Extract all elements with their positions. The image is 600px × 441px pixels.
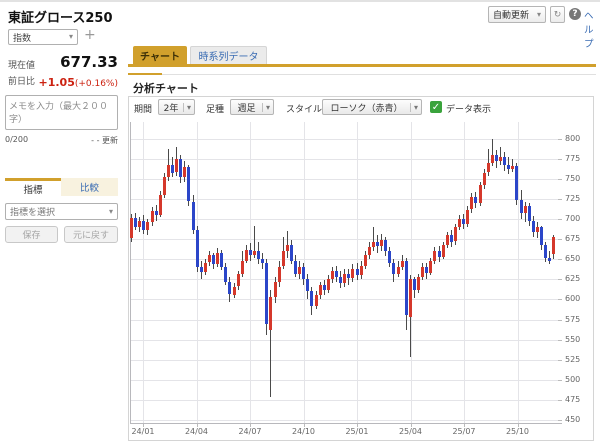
change-value: +1.05 (38, 76, 75, 89)
style-value: ローソク（赤青） (330, 103, 403, 114)
current-price-value: 677.33 (60, 53, 118, 71)
chevron-down-icon: ▾ (261, 102, 273, 112)
tab-underline (128, 64, 596, 67)
help-icon[interactable]: ? (569, 8, 581, 20)
interval-select[interactable]: 週足 ▾ (230, 99, 274, 115)
memo-input[interactable] (5, 95, 118, 130)
chevron-down-icon: ▾ (68, 32, 73, 41)
chevron-down-icon: ▾ (108, 206, 113, 216)
change-label: 前日比 (8, 77, 36, 87)
interval-value: 週足 (237, 103, 256, 114)
chevron-down-icon: ▾ (409, 102, 421, 112)
section-title: 分析チャート (133, 82, 199, 95)
chevron-down-icon: ▾ (536, 9, 541, 19)
memo-counter: 0/200 (5, 135, 29, 144)
help-link[interactable]: ヘルプ (584, 11, 594, 50)
data-display-checkbox[interactable]: ✓ (430, 101, 442, 113)
page-title: 東証グロース250 (8, 11, 113, 26)
change-percent: (+0.16%) (74, 79, 118, 89)
tab-chart[interactable]: チャート (133, 46, 187, 64)
auto-update-button[interactable]: 自動更新 ▾ (488, 6, 546, 23)
period-label: 期間 (134, 105, 153, 115)
tab-timeseries[interactable]: 時系列データ (190, 46, 267, 64)
style-label: スタイル (286, 105, 323, 115)
indicator-select[interactable]: 指標を選択 ▾ (5, 203, 118, 220)
save-button[interactable]: 保存 (5, 226, 58, 243)
reset-button[interactable]: 元に戻す (64, 226, 118, 243)
data-display-label: データ表示 (446, 105, 492, 115)
tab-compare[interactable]: 比較 (61, 178, 118, 196)
period-select[interactable]: 2年 ▾ (158, 99, 195, 115)
refresh-button[interactable]: ↻ (550, 6, 565, 23)
interval-label: 足種 (206, 105, 225, 115)
add-icon[interactable]: + (84, 27, 96, 43)
tab-indicator[interactable]: 指標 (5, 178, 61, 196)
divider-accent (128, 73, 162, 75)
instrument-type-select[interactable]: 指数 ▾ (8, 29, 78, 45)
divider (128, 74, 596, 75)
auto-update-label: 自動更新 (493, 11, 530, 21)
instrument-type-value: 指数 (13, 33, 32, 44)
memo-update-label: - - 更新 (91, 136, 118, 145)
chart-panel (128, 96, 594, 441)
refresh-icon: ↻ (553, 9, 562, 20)
style-select[interactable]: ローソク（赤青） ▾ (322, 99, 422, 115)
chevron-down-icon: ▾ (182, 102, 194, 112)
current-price-label: 現在値 (8, 61, 36, 71)
change-row: +1.05(+0.16%) (0, 71, 118, 90)
indicator-select-value: 指標を選択 (10, 208, 56, 218)
check-icon: ✓ (431, 101, 441, 113)
period-value: 2年 (163, 103, 179, 114)
